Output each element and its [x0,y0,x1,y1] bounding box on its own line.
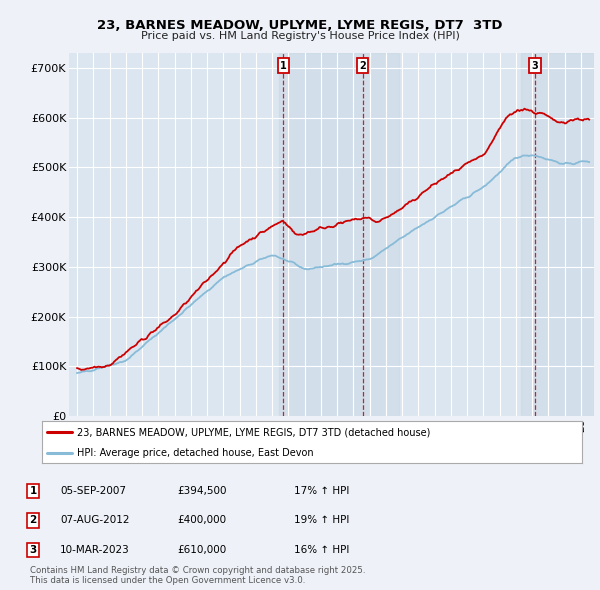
Text: 3: 3 [29,545,37,555]
Text: 19% ↑ HPI: 19% ↑ HPI [294,516,349,525]
Text: 23, BARNES MEADOW, UPLYME, LYME REGIS, DT7 3TD (detached house): 23, BARNES MEADOW, UPLYME, LYME REGIS, D… [77,427,430,437]
Text: Contains HM Land Registry data © Crown copyright and database right 2025.
This d: Contains HM Land Registry data © Crown c… [30,566,365,585]
Text: HPI: Average price, detached house, East Devon: HPI: Average price, detached house, East… [77,448,314,457]
Bar [521,53,594,416]
Text: 1: 1 [29,486,37,496]
Text: 2: 2 [29,516,37,525]
Text: £394,500: £394,500 [177,486,227,496]
Text: 1: 1 [280,61,286,71]
Text: 07-AUG-2012: 07-AUG-2012 [60,516,130,525]
Text: 05-SEP-2007: 05-SEP-2007 [60,486,126,496]
Text: Price paid vs. HM Land Registry's House Price Index (HPI): Price paid vs. HM Land Registry's House … [140,31,460,41]
Text: 17% ↑ HPI: 17% ↑ HPI [294,486,349,496]
Text: £400,000: £400,000 [177,516,226,525]
Text: 2: 2 [359,61,366,71]
Text: £610,000: £610,000 [177,545,226,555]
Text: 10-MAR-2023: 10-MAR-2023 [60,545,130,555]
Text: 23, BARNES MEADOW, UPLYME, LYME REGIS, DT7  3TD: 23, BARNES MEADOW, UPLYME, LYME REGIS, D… [97,19,503,32]
Text: 16% ↑ HPI: 16% ↑ HPI [294,545,349,555]
Text: 3: 3 [532,61,538,71]
Bar [278,53,399,416]
